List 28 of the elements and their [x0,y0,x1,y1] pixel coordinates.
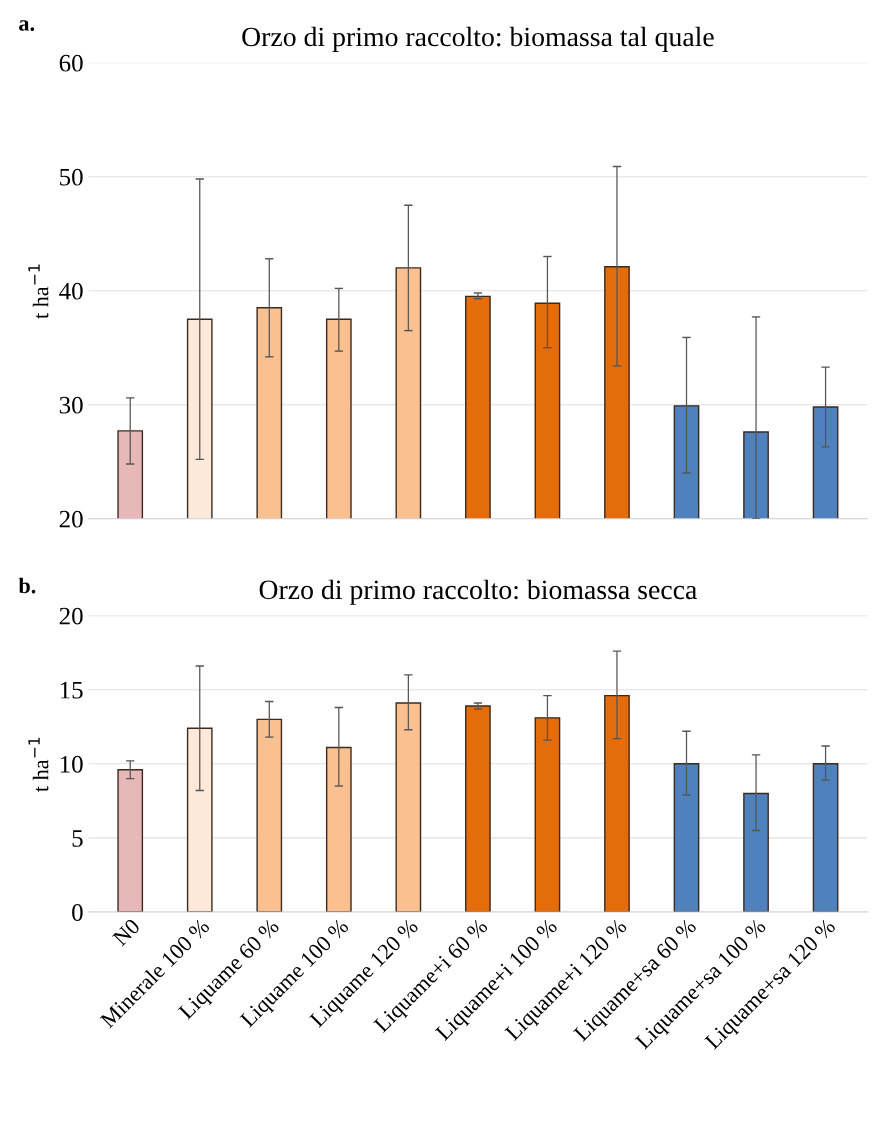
y-tick-label: 50 [60,168,83,186]
y-axis-title: t ha$^{−1}$ [28,737,49,792]
y-tick-label: 60 [59,54,83,72]
y-tick-label: 30 [59,396,83,414]
y-tick-label: 20 [59,510,83,528]
chart-title: Orzo di primo raccolto: biomassa secca [259,579,697,605]
bar [186,727,213,912]
bar [812,763,839,912]
bar [395,702,422,912]
y-tick-label: 40 [59,282,83,300]
bar [465,705,491,912]
y-tick-label: 0 [72,904,83,921]
bar [604,694,630,912]
y-tick-label: 5 [72,830,83,847]
y-axis-title: t ha$^{−1}$ [28,264,49,319]
text: b. [18,577,36,594]
text: a. [19,20,35,31]
bar [117,769,144,912]
y-tick-label: 20 [59,607,83,625]
bar [673,763,700,912]
bar [325,746,352,912]
bar [256,718,283,912]
bar [534,717,561,912]
chart-title: Orzo di primo raccolto: biomassa tal quale [242,26,714,52]
y-tick-label: 10 [60,755,83,773]
y-tick-label: 15 [60,681,83,699]
bar [743,792,769,912]
x-tick-label: N0 [111,917,141,947]
